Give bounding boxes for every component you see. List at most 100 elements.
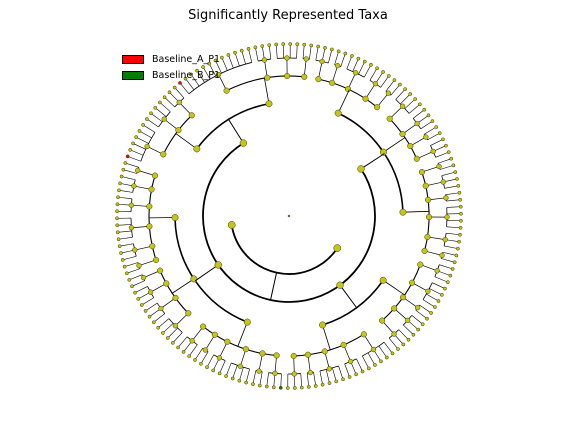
leaf-branch: [411, 315, 423, 325]
leaf-branch: [158, 318, 170, 328]
branch: [382, 279, 405, 296]
order-node: [379, 276, 387, 284]
leaf-branch: [422, 299, 436, 308]
leaf-node: [139, 303, 144, 307]
leaf-node: [360, 369, 365, 374]
leaf-node: [288, 42, 293, 46]
leaf-node: [330, 47, 334, 52]
branch: [228, 119, 244, 144]
family-node: [284, 72, 291, 80]
leaf-node: [386, 74, 391, 78]
leaf-branch: [131, 280, 145, 287]
leaf-branch: [435, 151, 449, 158]
leaf-node: [373, 363, 377, 367]
leaf-branch: [117, 230, 132, 233]
genus-node: [405, 317, 411, 323]
leaf-branch: [302, 44, 305, 59]
leaf-node: [183, 76, 188, 81]
leaf-node: [381, 70, 385, 74]
leaf-node: [205, 365, 209, 370]
leaf-node: [189, 72, 194, 77]
legend-swatch-a: [122, 54, 144, 64]
leaf-branch: [275, 44, 278, 59]
leaf-node: [455, 177, 459, 181]
leaf-node: [233, 50, 237, 55]
leaf-branch: [334, 51, 339, 65]
genus-node: [436, 163, 442, 170]
leaf-branch: [441, 258, 455, 263]
family-node: [391, 305, 398, 312]
branch: [402, 210, 429, 213]
leaf-node: [153, 105, 158, 110]
leaf-node: [253, 45, 258, 50]
leaf-branch: [358, 61, 366, 75]
family-node: [188, 112, 195, 119]
leaf-node: [128, 147, 133, 152]
genus-node: [284, 55, 290, 61]
leaf-branch: [126, 268, 141, 274]
leaf-node: [141, 123, 145, 127]
leaf-node: [299, 385, 304, 390]
genus-node: [303, 56, 309, 62]
leaf-branch: [437, 158, 452, 164]
leaf-branch: [385, 79, 395, 92]
leaf-branch: [259, 371, 263, 386]
leaf-branch: [200, 351, 209, 364]
leaf-branch: [150, 113, 163, 122]
leaf-node: [115, 209, 119, 214]
genus-node: [144, 143, 150, 150]
leaf-node: [396, 347, 400, 351]
leaf-node: [458, 197, 463, 202]
genus-node: [237, 363, 243, 369]
leaf-node: [441, 137, 445, 142]
leaf-branch: [118, 190, 133, 193]
leaf-branch: [190, 74, 200, 87]
family-node: [421, 247, 428, 254]
leaf-node: [433, 305, 437, 309]
leaf-branch: [313, 372, 317, 386]
leaf-branch: [445, 192, 460, 195]
leaf-branch: [225, 362, 232, 377]
leaf-node: [237, 378, 242, 383]
genus-node: [370, 346, 377, 353]
leaf-branch: [215, 60, 222, 74]
leaf-node: [375, 66, 379, 71]
leaf-branch: [432, 282, 446, 289]
class-node: [357, 165, 365, 173]
leaf-branch: [380, 75, 390, 88]
family-node: [163, 280, 170, 287]
leaf-node: [246, 46, 251, 51]
genus-node: [128, 202, 135, 208]
legend-label-b: Baseline_B_P1: [152, 69, 221, 81]
genus-node: [443, 195, 449, 201]
genus-node: [172, 323, 179, 329]
leaf-node: [327, 381, 332, 386]
leaf-branch: [139, 130, 152, 139]
leaf-node: [347, 375, 352, 379]
leaf-node: [115, 216, 119, 221]
leaf-node: [121, 167, 126, 172]
order-node: [399, 208, 407, 216]
family-node: [301, 73, 308, 80]
genus-node: [140, 274, 147, 281]
leaf-branch: [352, 58, 359, 72]
leaf-node: [356, 56, 361, 61]
branch: [383, 137, 406, 153]
genus-node: [291, 371, 297, 377]
family-node: [399, 131, 406, 138]
leaf-branch: [142, 124, 156, 133]
family-node: [172, 294, 179, 301]
leaf-branch: [119, 243, 134, 247]
root-node: [287, 214, 291, 218]
leaf-branch: [395, 88, 406, 100]
order-node: [334, 109, 342, 117]
genus-node: [216, 355, 223, 361]
genus-node: [391, 331, 397, 337]
leaf-node: [167, 90, 172, 95]
family-node: [211, 331, 218, 338]
leaf-node: [149, 111, 153, 116]
leaf-node: [224, 374, 228, 378]
class-node: [336, 281, 344, 289]
leaf-node: [226, 53, 231, 57]
leaf-node: [401, 342, 406, 347]
